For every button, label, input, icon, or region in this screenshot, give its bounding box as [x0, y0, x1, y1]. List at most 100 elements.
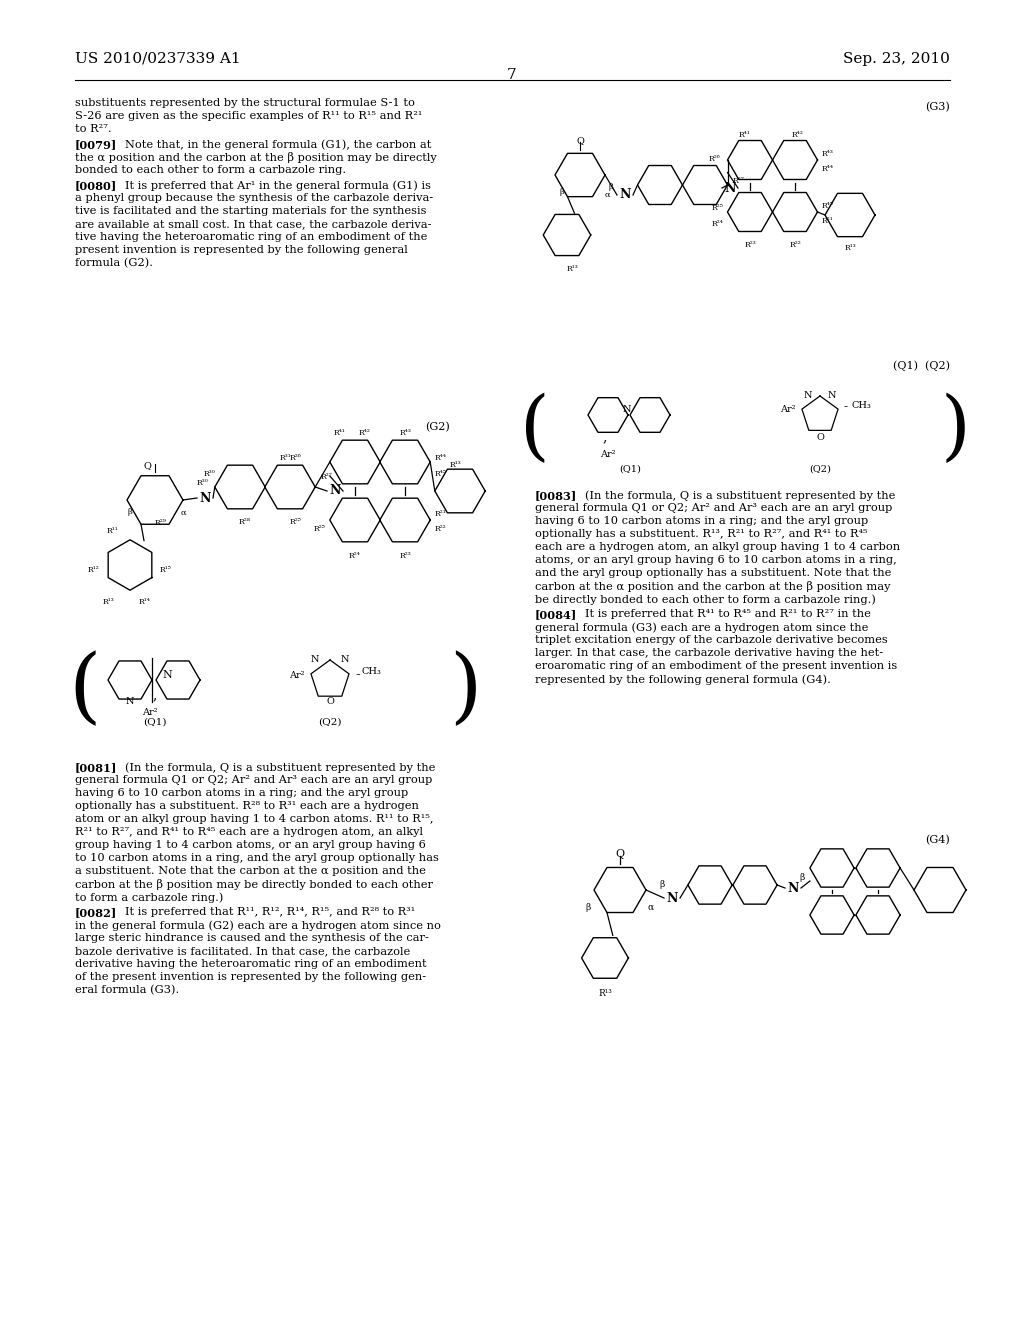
- Text: [0080]: [0080]: [75, 180, 118, 191]
- Text: R⁴⁵: R⁴⁵: [822, 202, 834, 210]
- Text: R²⁴: R²⁴: [711, 220, 723, 228]
- Text: R²⁵: R²⁵: [313, 525, 325, 533]
- Text: R²⁷: R²⁷: [321, 473, 333, 480]
- Text: (In the formula, Q is a substituent represented by the: (In the formula, Q is a substituent repr…: [125, 762, 435, 772]
- Text: bonded to each other to form a carbazole ring.: bonded to each other to form a carbazole…: [75, 165, 346, 176]
- Text: atom or an alkyl group having 1 to 4 carbon atoms. R¹¹ to R¹⁵,: atom or an alkyl group having 1 to 4 car…: [75, 814, 433, 824]
- Text: R²⁹: R²⁹: [155, 519, 167, 527]
- Text: N: N: [126, 697, 134, 706]
- Text: are available at small cost. In that case, the carbazole deriva-: are available at small cost. In that cas…: [75, 219, 431, 228]
- Text: to R²⁷.: to R²⁷.: [75, 124, 112, 135]
- Text: β: β: [608, 183, 613, 191]
- Text: large steric hindrance is caused and the synthesis of the car-: large steric hindrance is caused and the…: [75, 933, 429, 942]
- Text: [0083]: [0083]: [535, 490, 578, 502]
- Text: R¹³: R¹³: [567, 265, 579, 273]
- Text: N: N: [620, 189, 631, 202]
- Text: (Q2): (Q2): [809, 465, 830, 474]
- Text: R¹⁴: R¹⁴: [138, 598, 151, 606]
- Text: R²¹: R²¹: [435, 510, 446, 517]
- Text: R²³: R²³: [399, 552, 411, 560]
- Text: [0084]: [0084]: [535, 609, 578, 620]
- Text: present invention is represented by the following general: present invention is represented by the …: [75, 246, 408, 255]
- Text: R¹²: R¹²: [87, 566, 99, 574]
- Text: carbon at the α position and the carbon at the β position may: carbon at the α position and the carbon …: [535, 581, 891, 591]
- Text: R⁴²: R⁴²: [792, 131, 804, 139]
- Text: formula (G2).: formula (G2).: [75, 257, 153, 268]
- Text: R²³: R²³: [744, 242, 756, 249]
- Text: S-26 are given as the specific examples of R¹¹ to R¹⁵ and R²¹: S-26 are given as the specific examples …: [75, 111, 422, 121]
- Text: the α position and the carbon at the β position may be directly: the α position and the carbon at the β p…: [75, 152, 437, 162]
- Text: tive having the heteroaromatic ring of an embodiment of the: tive having the heteroaromatic ring of a…: [75, 232, 427, 242]
- Text: R⁴⁵: R⁴⁵: [435, 470, 446, 478]
- Text: atoms, or an aryl group having 6 to 10 carbon atoms in a ring,: atoms, or an aryl group having 6 to 10 c…: [535, 554, 897, 565]
- Text: substituents represented by the structural formulae S-1 to: substituents represented by the structur…: [75, 98, 415, 108]
- Text: eral formula (G3).: eral formula (G3).: [75, 985, 179, 995]
- Text: (: (: [69, 649, 101, 730]
- Text: bazole derivative is facilitated. In that case, the carbazole: bazole derivative is facilitated. In tha…: [75, 946, 411, 956]
- Text: (: (: [520, 393, 550, 467]
- Text: of the present invention is represented by the following gen-: of the present invention is represented …: [75, 972, 426, 982]
- Text: R¹³: R¹³: [450, 461, 461, 469]
- Text: Ar²: Ar²: [142, 708, 158, 717]
- Text: general formula Q1 or Q2; Ar² and Ar³ each are an aryl group: general formula Q1 or Q2; Ar² and Ar³ ea…: [75, 775, 432, 785]
- Text: R⁴²: R⁴²: [359, 429, 371, 437]
- Text: β: β: [128, 508, 132, 516]
- Text: optionally has a substituent. R²⁸ to R³¹ each are a hydrogen: optionally has a substituent. R²⁸ to R³¹…: [75, 801, 419, 810]
- Text: It is preferred that Ar¹ in the general formula (G1) is: It is preferred that Ar¹ in the general …: [125, 180, 431, 190]
- Text: [0082]: [0082]: [75, 907, 118, 917]
- Text: R¹¹: R¹¹: [106, 527, 119, 535]
- Text: a substituent. Note that the carbon at the α position and the: a substituent. Note that the carbon at t…: [75, 866, 426, 876]
- Text: N: N: [827, 391, 837, 400]
- Text: N: N: [667, 891, 678, 904]
- Text: R⁴¹: R⁴¹: [333, 429, 345, 437]
- Text: ): ): [940, 393, 970, 467]
- Text: 7: 7: [507, 69, 517, 82]
- Text: N: N: [623, 405, 631, 414]
- Text: to form a carbazole ring.): to form a carbazole ring.): [75, 892, 223, 903]
- Text: R¹³: R¹³: [844, 244, 856, 252]
- Text: ,: ,: [153, 688, 158, 702]
- Text: larger. In that case, the carbazole derivative having the het-: larger. In that case, the carbazole deri…: [535, 648, 883, 657]
- Text: R¹⁵: R¹⁵: [160, 566, 172, 574]
- Text: a phenyl group because the synthesis of the carbazole deriva-: a phenyl group because the synthesis of …: [75, 193, 433, 203]
- Text: R³¹: R³¹: [280, 454, 291, 462]
- Text: β: β: [799, 873, 804, 882]
- Text: triplet excitation energy of the carbazole derivative becomes: triplet excitation energy of the carbazo…: [535, 635, 888, 645]
- Text: R⁴³: R⁴³: [822, 150, 834, 158]
- Text: (In the formula, Q is a substituent represented by the: (In the formula, Q is a substituent repr…: [585, 490, 895, 500]
- Text: Sep. 23, 2010: Sep. 23, 2010: [843, 51, 950, 66]
- Text: and the aryl group optionally has a substituent. Note that the: and the aryl group optionally has a subs…: [535, 568, 891, 578]
- Text: β: β: [659, 880, 665, 888]
- Text: each are a hydrogen atom, an alkyl group having 1 to 4 carbon: each are a hydrogen atom, an alkyl group…: [535, 543, 900, 552]
- Text: R⁴⁴: R⁴⁴: [822, 165, 834, 173]
- Text: eroaromatic ring of an embodiment of the present invention is: eroaromatic ring of an embodiment of the…: [535, 661, 897, 671]
- Text: CH₃: CH₃: [851, 400, 870, 409]
- Text: Q: Q: [143, 461, 151, 470]
- Text: general formula Q1 or Q2; Ar² and Ar³ each are an aryl group: general formula Q1 or Q2; Ar² and Ar³ ea…: [535, 503, 892, 513]
- Text: R²⁵: R²⁵: [712, 205, 723, 213]
- Text: general formula (G3) each are a hydrogen atom since the: general formula (G3) each are a hydrogen…: [535, 622, 868, 632]
- Text: β: β: [586, 903, 591, 912]
- Text: O: O: [816, 433, 824, 441]
- Text: (Q2): (Q2): [318, 718, 342, 727]
- Text: N: N: [787, 882, 799, 895]
- Text: derivative having the heteroaromatic ring of an embodiment: derivative having the heteroaromatic rin…: [75, 960, 427, 969]
- Text: α: α: [648, 903, 654, 912]
- Text: (Q1): (Q1): [143, 718, 167, 727]
- Text: N: N: [310, 656, 319, 664]
- Text: in the general formula (G2) each are a hydrogen atom since no: in the general formula (G2) each are a h…: [75, 920, 441, 931]
- Text: O: O: [326, 697, 334, 706]
- Text: [0081]: [0081]: [75, 762, 118, 774]
- Text: be directly bonded to each other to form a carbazole ring.): be directly bonded to each other to form…: [535, 594, 876, 605]
- Text: R³⁰: R³⁰: [204, 470, 216, 478]
- Text: R¹³: R¹³: [102, 598, 114, 606]
- Text: optionally has a substituent. R¹³, R²¹ to R²⁷, and R⁴¹ to R⁴⁵: optionally has a substituent. R¹³, R²¹ t…: [535, 529, 867, 539]
- Text: (Q1): (Q1): [620, 465, 641, 474]
- Text: (G2): (G2): [425, 422, 450, 433]
- Text: having 6 to 10 carbon atoms in a ring; and the aryl group: having 6 to 10 carbon atoms in a ring; a…: [75, 788, 409, 799]
- Text: R⁴⁴: R⁴⁴: [435, 454, 447, 462]
- Text: α: α: [181, 508, 186, 516]
- Text: R²²: R²²: [790, 242, 801, 249]
- Text: CH₃: CH₃: [362, 668, 382, 676]
- Text: (Q1)  (Q2): (Q1) (Q2): [893, 360, 950, 371]
